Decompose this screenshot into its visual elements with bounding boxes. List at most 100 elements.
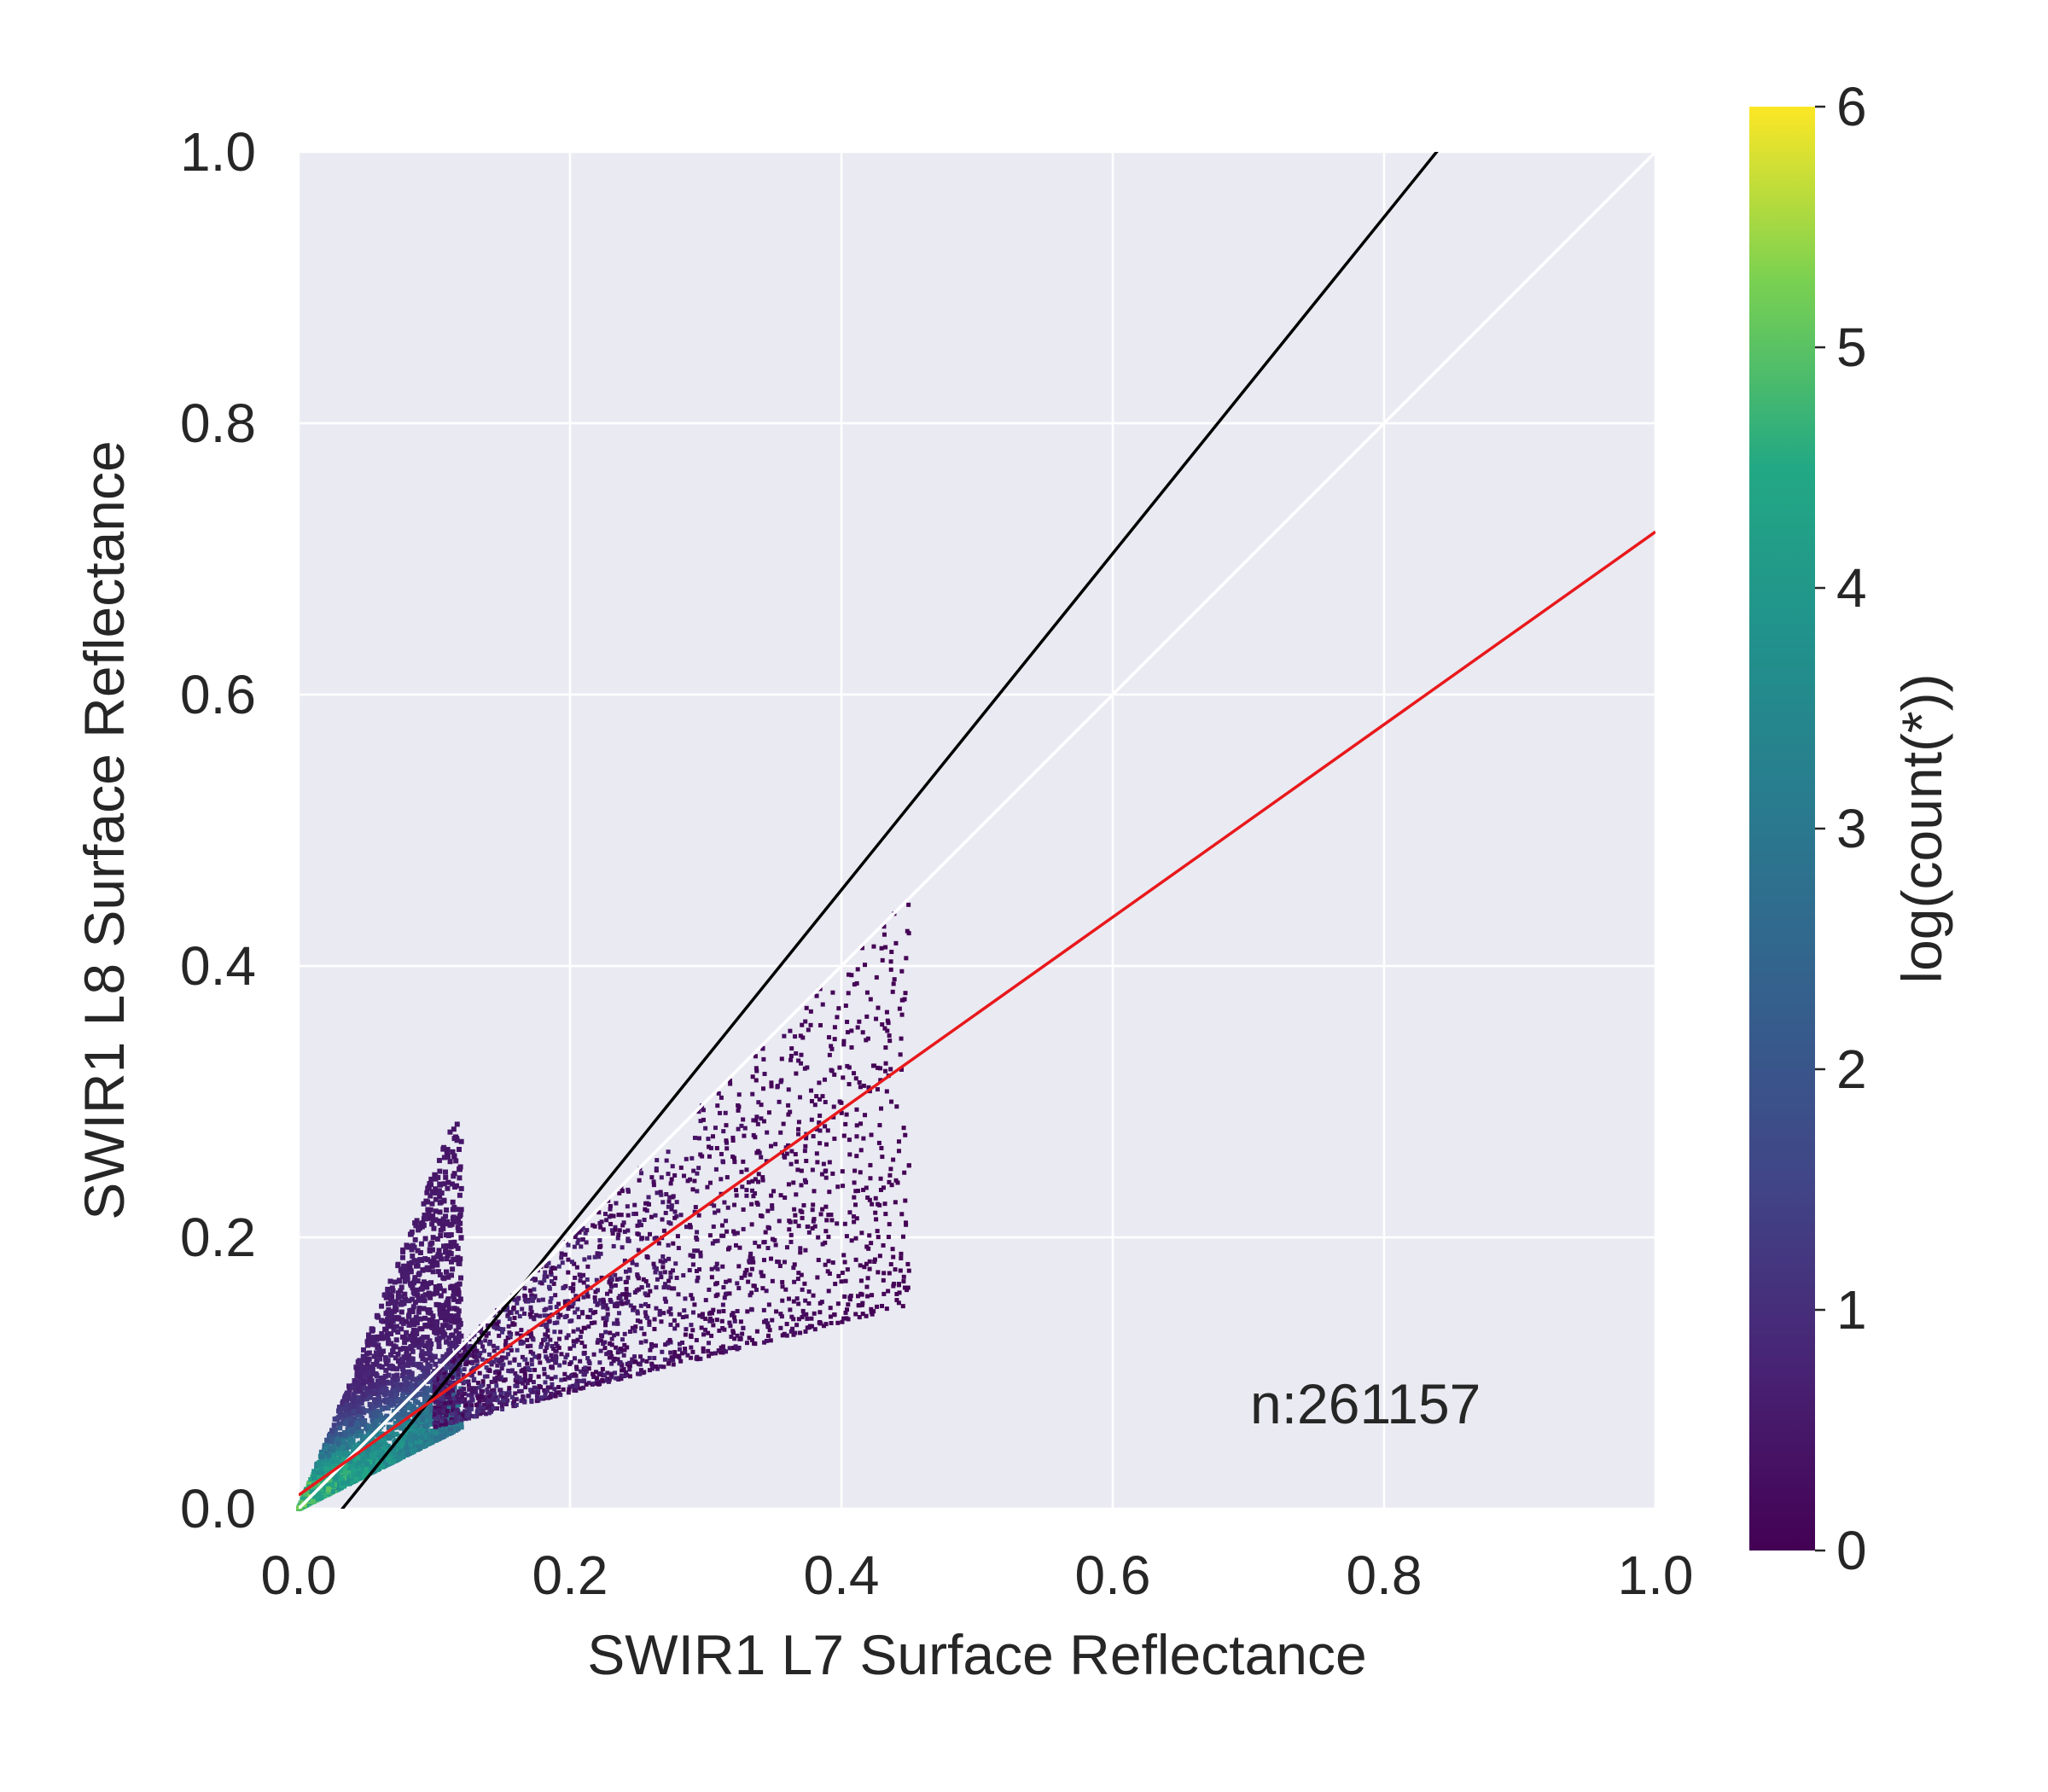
density-point-4691 xyxy=(519,1328,524,1333)
density-point-3125 xyxy=(396,1316,402,1322)
density-point-4038 xyxy=(829,1046,835,1051)
density-point-4486 xyxy=(545,1375,550,1380)
density-point-2471 xyxy=(400,1390,406,1396)
density-point-2649 xyxy=(458,1424,464,1430)
density-point-2436 xyxy=(405,1362,411,1368)
density-point-750 xyxy=(422,1292,428,1298)
density-point-3347 xyxy=(614,1345,619,1350)
density-point-1120 xyxy=(345,1415,351,1421)
density-point-2626 xyxy=(357,1386,363,1392)
density-point-3218 xyxy=(451,1388,456,1393)
density-point-1272 xyxy=(416,1434,422,1440)
density-point-225 xyxy=(356,1423,362,1429)
density-point-2968 xyxy=(392,1388,398,1393)
density-point-3221 xyxy=(680,1340,685,1345)
density-point-2689 xyxy=(448,1284,454,1290)
density-point-4204 xyxy=(858,1291,864,1296)
density-point-3845 xyxy=(735,1308,740,1313)
density-point-2092 xyxy=(336,1444,342,1450)
density-point-2665 xyxy=(450,1266,456,1272)
density-point-4471 xyxy=(870,1293,875,1298)
density-point-1576 xyxy=(399,1326,404,1332)
density-point-4426 xyxy=(440,1368,445,1373)
density-point-4957 xyxy=(639,1285,644,1290)
density-point-2499 xyxy=(418,1221,424,1227)
density-point-3192 xyxy=(326,1487,332,1492)
density-point-1318 xyxy=(437,1181,443,1187)
density-point-4405 xyxy=(708,1145,713,1150)
density-point-3901 xyxy=(492,1348,497,1353)
density-point-3216 xyxy=(864,1185,869,1190)
density-point-873 xyxy=(402,1408,408,1414)
density-point-4894 xyxy=(558,1312,563,1318)
density-point-2024 xyxy=(419,1326,425,1332)
density-point-3328 xyxy=(632,1202,637,1207)
density-point-460 xyxy=(431,1225,437,1231)
density-point-2109 xyxy=(393,1324,399,1329)
density-point-4323 xyxy=(775,1085,780,1090)
density-point-3440 xyxy=(664,1158,669,1163)
density-point-2059 xyxy=(346,1428,352,1434)
density-point-4045 xyxy=(486,1404,491,1409)
density-point-4619 xyxy=(669,1177,674,1182)
density-point-1452 xyxy=(435,1269,441,1275)
density-point-1867 xyxy=(456,1308,462,1314)
density-point-4201 xyxy=(569,1318,574,1324)
density-point-4245 xyxy=(885,1028,890,1033)
density-point-4080 xyxy=(653,1270,658,1275)
density-point-4643 xyxy=(538,1344,544,1349)
density-point-4140 xyxy=(723,1110,728,1115)
density-point-4870 xyxy=(715,1238,720,1243)
density-point-707 xyxy=(421,1201,427,1207)
density-point-3783 xyxy=(769,1256,774,1261)
density-point-4889 xyxy=(692,1302,697,1307)
density-point-4736 xyxy=(602,1212,608,1217)
density-point-3046 xyxy=(336,1476,342,1482)
density-point-4175 xyxy=(615,1357,620,1362)
density-point-4725 xyxy=(550,1347,556,1352)
density-point-3299 xyxy=(721,1308,726,1313)
density-point-3404 xyxy=(670,1164,675,1169)
density-point-2504 xyxy=(364,1389,369,1395)
density-point-4626 xyxy=(477,1399,482,1405)
density-point-2230 xyxy=(400,1369,406,1375)
density-point-4673 xyxy=(583,1231,588,1236)
density-point-4474 xyxy=(666,1242,671,1248)
density-point-4831 xyxy=(456,1416,461,1421)
density-point-3238 xyxy=(754,1114,759,1120)
density-point-4006 xyxy=(543,1337,548,1342)
density-point-4934 xyxy=(486,1331,492,1336)
density-point-3258 xyxy=(876,1065,881,1070)
density-point-3720 xyxy=(585,1314,591,1319)
density-point-2918 xyxy=(381,1446,387,1452)
density-point-4260 xyxy=(735,1347,740,1352)
density-point-4420 xyxy=(679,1351,684,1356)
density-point-3464 xyxy=(844,1112,849,1117)
density-point-3447 xyxy=(484,1365,489,1370)
density-point-3317 xyxy=(707,1180,713,1185)
density-point-4316 xyxy=(810,1225,815,1231)
density-point-4462 xyxy=(889,1099,894,1104)
density-point-4846 xyxy=(501,1398,506,1403)
density-point-1628 xyxy=(364,1423,369,1428)
density-point-2942 xyxy=(383,1311,389,1317)
density-point-4680 xyxy=(592,1224,597,1229)
density-point-4622 xyxy=(642,1331,647,1336)
density-point-3547 xyxy=(786,1143,791,1148)
density-point-4814 xyxy=(624,1279,629,1284)
density-point-3689 xyxy=(461,1373,466,1378)
density-point-4252 xyxy=(778,1312,783,1317)
density-point-3176 xyxy=(361,1473,367,1479)
density-point-3408 xyxy=(823,1229,829,1234)
density-point-3388 xyxy=(631,1307,636,1312)
density-point-2110 xyxy=(422,1395,428,1401)
density-point-803 xyxy=(433,1208,439,1214)
density-point-3709 xyxy=(586,1381,591,1386)
density-point-4371 xyxy=(480,1357,485,1362)
density-point-3174 xyxy=(323,1466,329,1472)
density-point-4812 xyxy=(528,1334,533,1339)
density-point-4499 xyxy=(905,1261,911,1266)
density-point-3942 xyxy=(625,1204,630,1209)
density-point-3777 xyxy=(791,1299,796,1304)
density-point-4283 xyxy=(572,1343,577,1348)
